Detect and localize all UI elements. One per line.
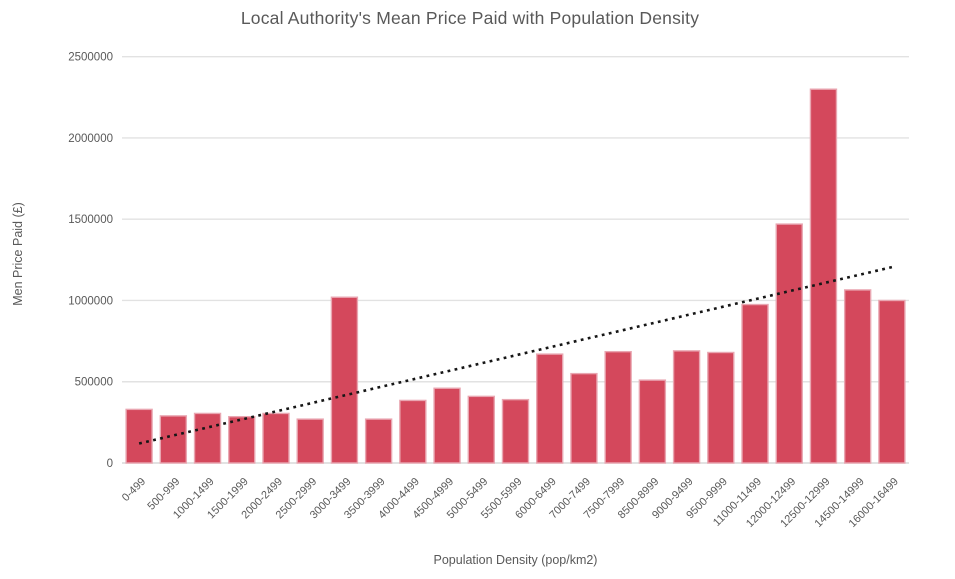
y-tick-label: 1500000 [68, 214, 113, 226]
bar [775, 223, 803, 464]
y-tick-label: 2000000 [68, 133, 113, 145]
bar [125, 408, 153, 464]
bar [501, 398, 530, 464]
bar [536, 353, 564, 464]
bar [193, 412, 222, 464]
bar [228, 415, 256, 464]
bar [741, 303, 769, 464]
bar [399, 399, 427, 464]
bar [570, 372, 598, 464]
bar [159, 415, 188, 464]
bar [707, 351, 735, 464]
bar [433, 387, 461, 464]
bar [364, 418, 393, 464]
bar [330, 296, 359, 464]
y-tick-label: 2500000 [68, 52, 113, 64]
bar [604, 350, 632, 464]
bar [467, 395, 495, 464]
y-tick-label: 500000 [75, 377, 113, 389]
x-axis-title: Population Density (pop/km2) [433, 553, 598, 567]
bar [672, 350, 701, 464]
y-tick-label: 1000000 [68, 295, 113, 307]
bar [843, 289, 872, 464]
y-tick-label: 0 [107, 458, 113, 470]
bar [262, 412, 290, 464]
x-tick-label: 0-499 [120, 476, 148, 504]
bar [638, 379, 667, 464]
bar [296, 418, 324, 464]
bar [809, 88, 838, 464]
chart-title: Local Authority's Mean Price Paid with P… [240, 8, 700, 28]
bar [878, 299, 906, 464]
